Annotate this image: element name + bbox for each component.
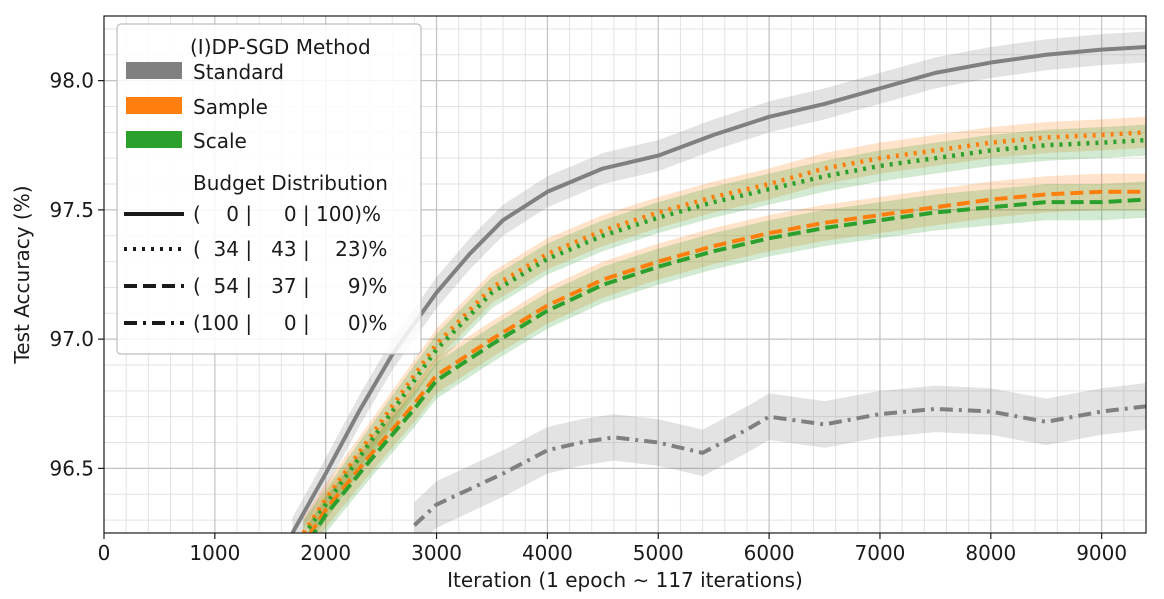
x-tick-label: 8000: [965, 541, 1016, 565]
y-tick-label: 98.0: [49, 69, 94, 93]
x-tick-label: 0: [98, 541, 111, 565]
legend-entry-budget-100-0-0: (100 | 0 | 0)%: [193, 311, 387, 335]
legend-entry-budget-0-0-100: ( 0 | 0 | 100)%: [193, 202, 381, 226]
legend-entry-scale: Scale: [193, 129, 247, 153]
series-line: [311, 197, 1146, 533]
x-tick-label: 9000: [1076, 541, 1127, 565]
confidence-band: [309, 181, 1146, 533]
legend-entry-budget-54-37-9: ( 54 | 37 | 9)%: [193, 274, 387, 298]
tick-labels: 0 1000 2000 3000 4000 5000 6000 7000 8000 9000 96.…: [49, 69, 1127, 565]
plot-frame: [103, 15, 1147, 534]
x-tick-label: 4000: [522, 541, 573, 565]
legend-entry-standard: Standard: [193, 60, 284, 84]
axis-ticks: [98, 80, 1103, 539]
legend-method-title: (I)DP-SGD Method: [190, 35, 371, 59]
legend-entry-budget-34-43-23: ( 34 | 43 | 23)%: [193, 237, 387, 261]
x-tick-label: 2000: [300, 541, 351, 565]
series-line: [290, 45, 1146, 533]
series-line: [301, 130, 1146, 533]
x-tick-label: 7000: [855, 541, 906, 565]
series-line: [308, 189, 1146, 533]
x-tick-label: 6000: [744, 541, 795, 565]
confidence-band: [414, 383, 1146, 533]
legend-budget-title: Budget Distribution: [193, 171, 388, 195]
legend-box: [116, 23, 422, 355]
y-tick-label: 97.5: [49, 198, 94, 222]
series-lines: [290, 45, 1146, 533]
y-tick-label: 96.5: [49, 456, 94, 480]
x-tick-label: 5000: [633, 541, 684, 565]
legend-swatch-sample: [126, 97, 182, 114]
legend-entry-sample: Sample: [193, 95, 268, 119]
legend-swatch-scale: [126, 131, 182, 148]
x-axis-label: Iteration (1 epoch ∼ 117 iterations): [447, 568, 803, 592]
confidence-band: [303, 124, 1146, 533]
x-tick-label: 1000: [189, 541, 240, 565]
legend: (I)DP-SGD Method Standard Sample Scale B…: [116, 23, 422, 355]
series-line: [413, 404, 1146, 527]
legend-swatch-standard: [126, 62, 182, 79]
y-axis-label: Test Accuracy (%): [10, 185, 34, 364]
x-tick-label: 3000: [411, 541, 462, 565]
y-tick-label: 97.0: [49, 327, 94, 351]
